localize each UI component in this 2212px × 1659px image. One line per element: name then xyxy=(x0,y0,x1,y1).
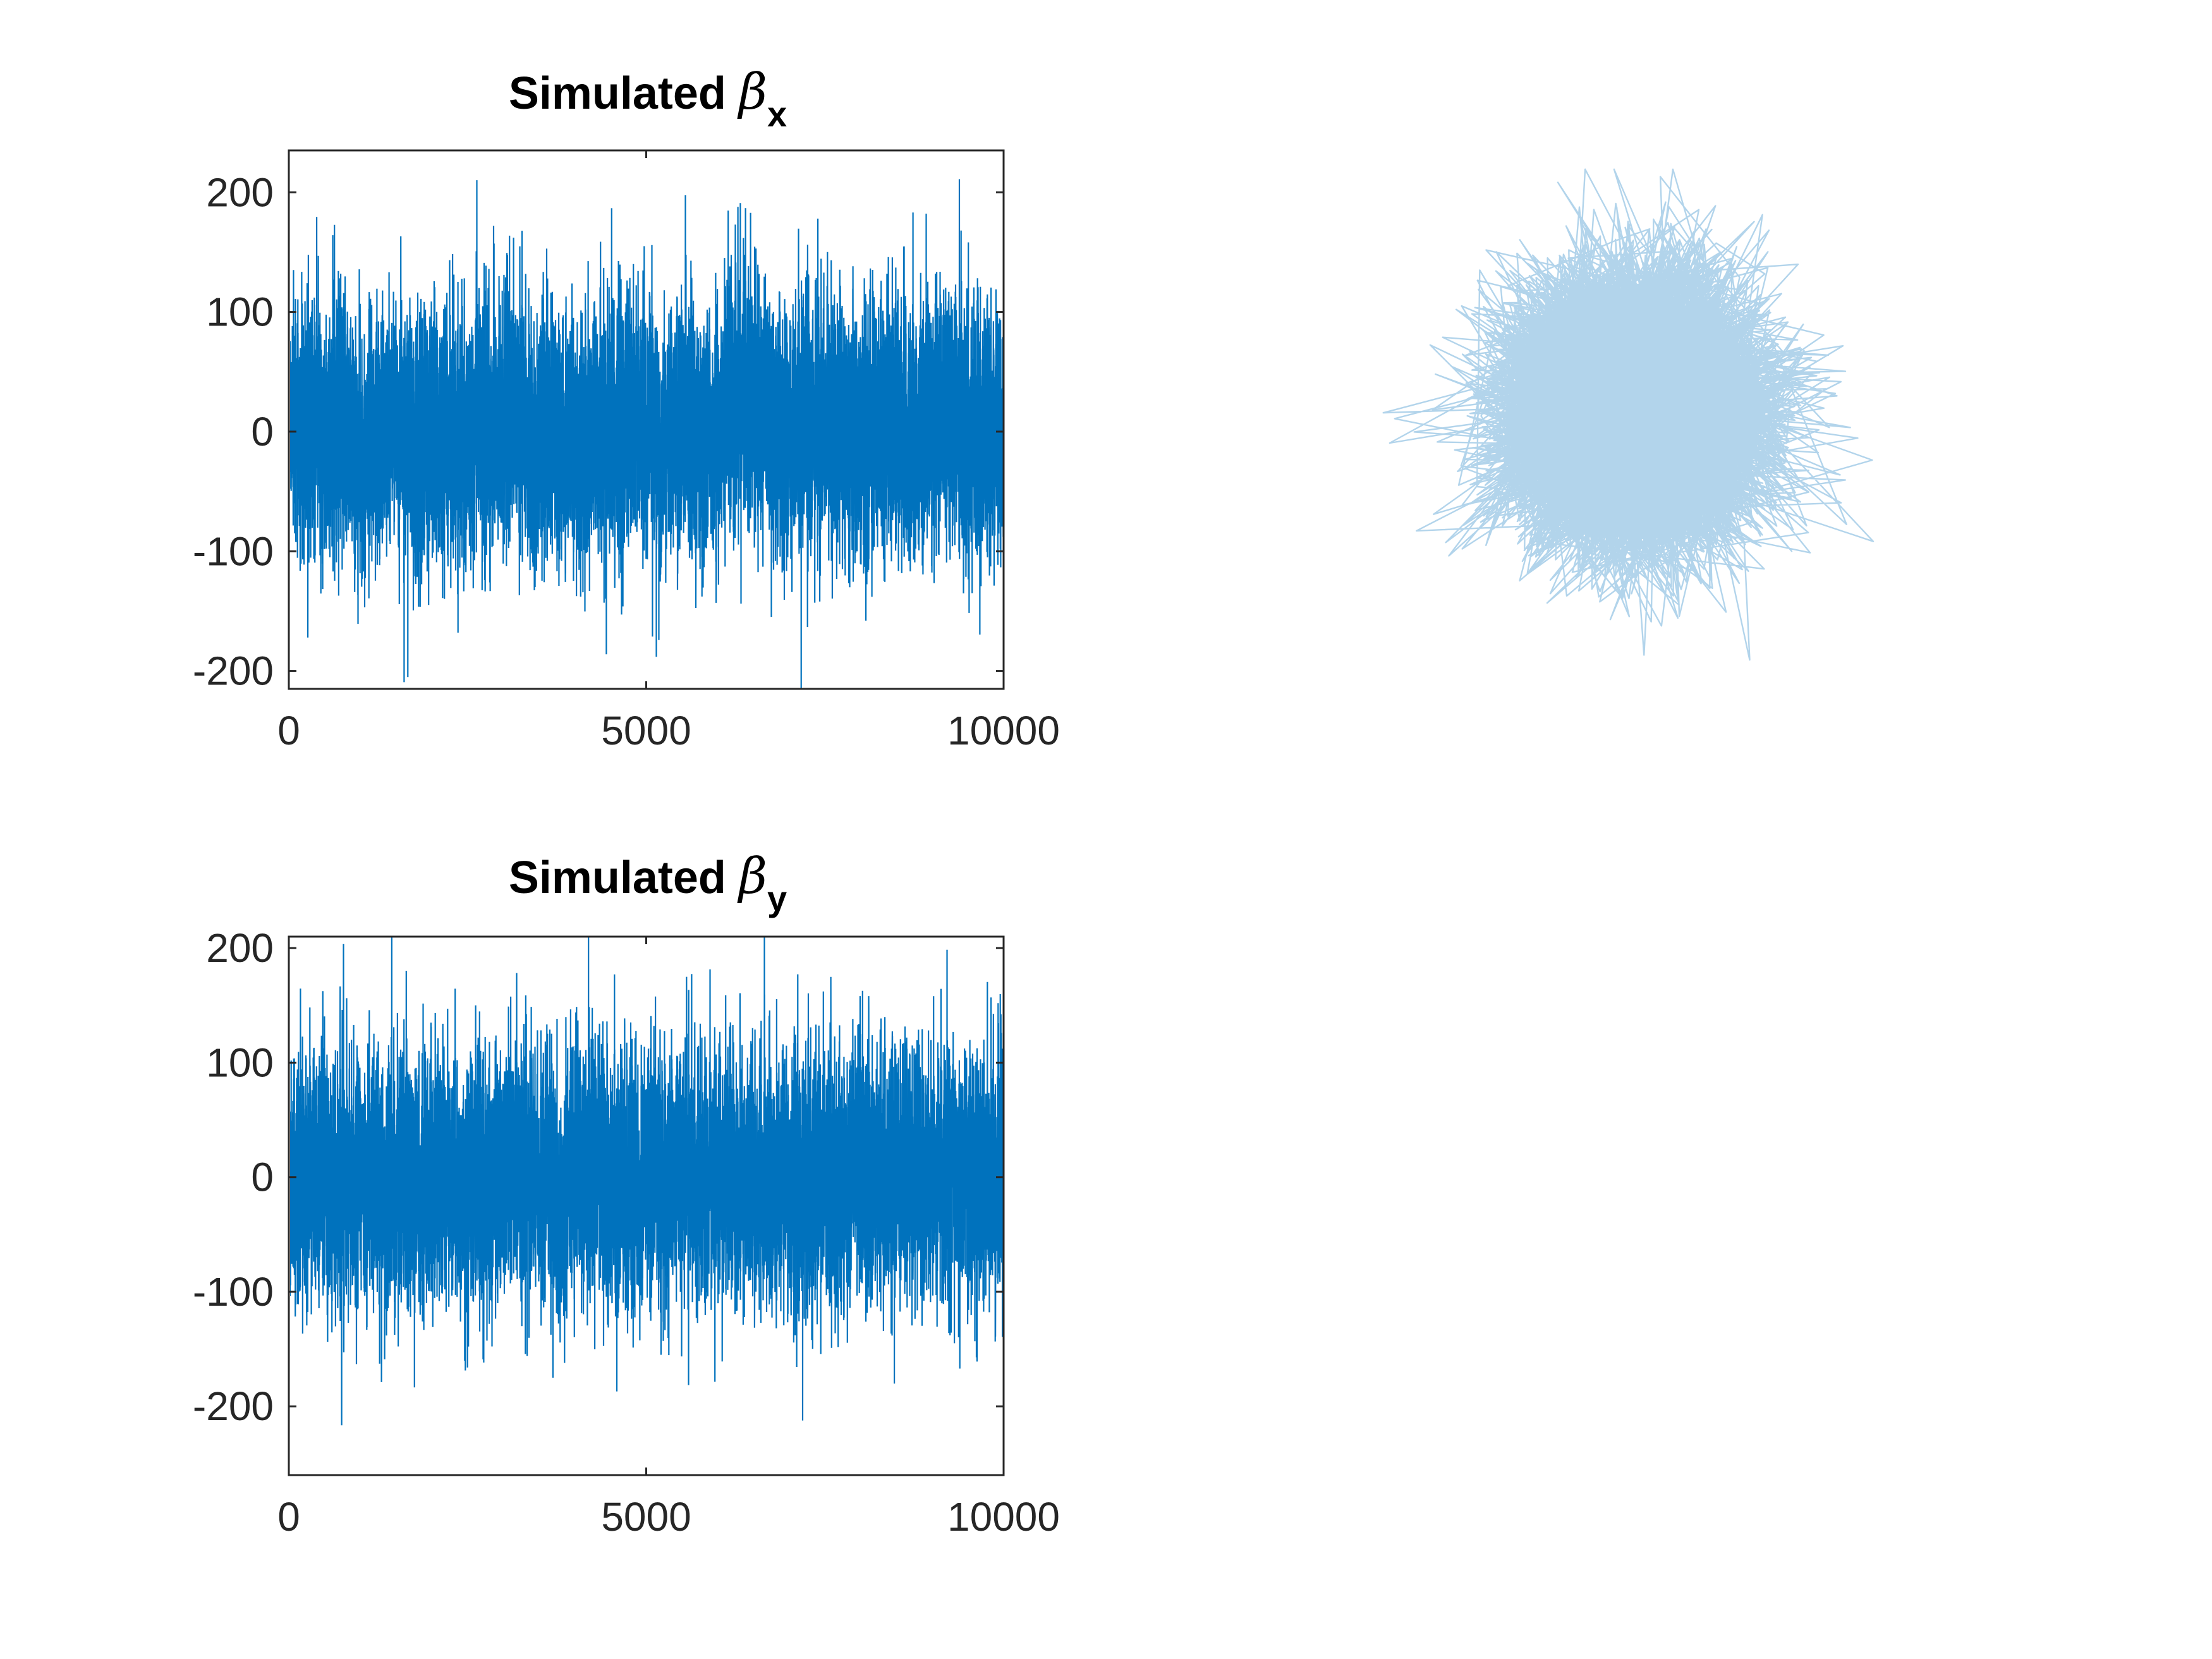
subplot-beta-x-xtick-label: 5000 xyxy=(601,708,691,753)
series-trajectory-beta-x-vs-beta-y xyxy=(1382,168,1875,661)
subplot-beta-x-xtick-label: 0 xyxy=(277,708,300,753)
subplot-beta-x-ytick-label: 0 xyxy=(251,409,274,454)
subplot-beta-x-xtick-label: 10000 xyxy=(947,708,1060,753)
subplot-beta-y-title-text: Simulated xyxy=(509,853,739,903)
subplot-beta-x-title-text: Simulated xyxy=(509,68,739,119)
subplot-beta-y-ytick-label: 100 xyxy=(206,1040,274,1085)
subplot-beta-x-plot-area xyxy=(290,179,1004,689)
subplot-beta-x-ticks: 0 5000 10000 -200 -100 0 100 200 xyxy=(193,150,1060,753)
subplot-beta-x: Simulated βx 0 5000 10000 -200 -100 0 100 200 xyxy=(193,64,1060,753)
subplot-beta-y-ytick-label: -200 xyxy=(193,1383,274,1429)
subplot-beta-x-ytick-label: 100 xyxy=(206,289,274,335)
subplot-beta-x-ytick-label: -100 xyxy=(193,528,274,574)
series-line-beta-y xyxy=(290,937,1004,1426)
subplot-beta-y: Simulated βy 0 5000 10000 -200 -100 0 100 200 xyxy=(193,848,1060,1540)
subplot-beta-y-xtick-label: 0 xyxy=(277,1494,300,1540)
subplot-beta-y-xtick-label: 10000 xyxy=(947,1494,1060,1540)
subplot-beta-y-ticks: 0 5000 10000 -200 -100 0 100 200 xyxy=(193,925,1060,1540)
subplot-beta-y-ytick-label: 200 xyxy=(206,925,274,971)
subplot-trajectory xyxy=(1382,168,1875,661)
subplot-beta-y-xtick-label: 5000 xyxy=(601,1494,691,1540)
subplot-beta-y-plot-area xyxy=(290,937,1004,1426)
subplot-beta-y-ytick-label: -100 xyxy=(193,1269,274,1315)
subplot-beta-y-title-symbol: β xyxy=(737,848,767,905)
subplot-beta-x-ytick-label: -200 xyxy=(193,648,274,694)
subplot-beta-x-title: Simulated βx xyxy=(509,64,787,134)
subplot-beta-y-title: Simulated βy xyxy=(509,848,787,918)
subplot-beta-x-title-symbol: β xyxy=(737,64,767,121)
subplot-beta-y-ytick-label: 0 xyxy=(251,1155,274,1200)
subplot-beta-y-title-subscript: y xyxy=(767,878,787,918)
subplot-beta-x-title-subscript: x xyxy=(767,94,787,134)
subplot-beta-x-ytick-label: 200 xyxy=(206,169,274,215)
series-line-beta-x xyxy=(290,179,1004,689)
